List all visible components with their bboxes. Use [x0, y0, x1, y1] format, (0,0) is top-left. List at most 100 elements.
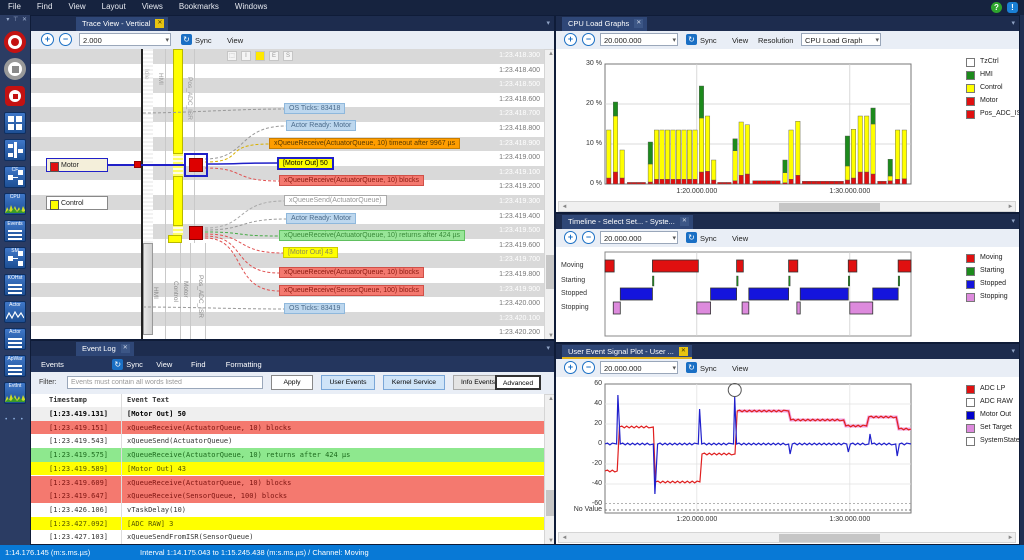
- trace-event-label[interactable]: xQueueReceive(ActuatorQueue, 10) returns…: [279, 230, 466, 241]
- menu-item-windows[interactable]: Windows: [234, 2, 268, 11]
- tab-event-log[interactable]: Event Log ✕: [76, 342, 134, 356]
- close-icon[interactable]: ✕: [21, 17, 28, 23]
- state-machine-button[interactable]: SM: [4, 247, 26, 269]
- scroll-thumb[interactable]: [779, 534, 880, 542]
- feedback-icon[interactable]: !: [1007, 2, 1018, 13]
- interval-combo[interactable]: 20.000.000 ▾: [600, 361, 678, 374]
- scroll-down-arrow[interactable]: ▼: [548, 333, 554, 339]
- event-intensity-button[interactable]: EvtInt: [4, 382, 26, 404]
- snapshot-button[interactable]: [4, 85, 26, 107]
- menu-item-view[interactable]: View: [68, 2, 86, 11]
- sync-toggle[interactable]: Sync: [700, 234, 717, 243]
- zoom-out-button[interactable]: −: [582, 231, 595, 244]
- close-icon[interactable]: ✕: [634, 19, 644, 28]
- trace-mini-icon[interactable]: S: [283, 51, 293, 61]
- tab-trace-view[interactable]: Trace View - Vertical ✕: [76, 17, 169, 31]
- close-icon[interactable]: ✕: [679, 217, 689, 226]
- event-log-menu-view[interactable]: View: [156, 360, 173, 369]
- apply-button[interactable]: Apply: [271, 375, 313, 390]
- zoom-in-button[interactable]: +: [564, 33, 577, 46]
- sync-icon[interactable]: ↻: [686, 34, 697, 45]
- close-icon[interactable]: ✕: [678, 347, 688, 356]
- menu-item-bookmarks[interactable]: Bookmarks: [178, 2, 219, 11]
- timeline-chart-area[interactable]: Moving Starting Stopped Stopping Moving Start…: [556, 247, 1019, 342]
- menu-item-find[interactable]: Find: [36, 2, 53, 11]
- scroll-thumb[interactable]: [546, 490, 554, 516]
- close-icon[interactable]: ✕: [155, 19, 165, 28]
- scroll-down-arrow[interactable]: ▼: [548, 538, 554, 544]
- trace-vscrollbar[interactable]: ▲ ▼: [544, 49, 554, 339]
- kernel-service-button[interactable]: Kernel Service: [383, 375, 445, 390]
- scroll-left-arrow[interactable]: ◄: [561, 535, 568, 541]
- sync-icon[interactable]: ↻: [686, 362, 697, 373]
- caption-menu-icon[interactable]: ▾: [6, 17, 11, 23]
- chevron-down-icon[interactable]: ▾: [1011, 348, 1015, 355]
- sync-toggle[interactable]: Sync: [195, 36, 212, 45]
- trace-mini-icon[interactable]: I: [241, 51, 251, 61]
- zoom-in-button[interactable]: +: [564, 361, 577, 374]
- sync-icon[interactable]: ↻: [181, 34, 192, 45]
- event-log-row[interactable]: [1:23.419.609] xQueueReceive(ActuatorQueu…: [31, 475, 544, 490]
- more-tools-button[interactable]: • • •: [4, 409, 26, 431]
- chevron-down-icon[interactable]: ▾: [546, 20, 550, 27]
- event-log-table[interactable]: Timestamp Event Text [1:23.419.131] [Motor …: [31, 394, 554, 544]
- actor-label-control[interactable]: Control: [46, 196, 108, 210]
- resolution-menu[interactable]: Resolution: [758, 36, 794, 45]
- event-log-row[interactable]: [1:23.419.589] [Motor Out] 43: [31, 461, 544, 476]
- column-header[interactable]: Event Text: [127, 396, 170, 404]
- close-icon[interactable]: ✕: [120, 344, 130, 353]
- event-log-menu-formatting[interactable]: Formatting: [225, 360, 262, 369]
- zoom-out-button[interactable]: −: [582, 33, 595, 46]
- trace-event-label[interactable]: xQueueSend(ActuatorQueue): [284, 195, 387, 206]
- column-divider[interactable]: [121, 394, 122, 544]
- event-log-menu-events[interactable]: Events: [41, 360, 64, 369]
- event-log-row[interactable]: [1:23.419.575] xQueueReceive(ActuatorQueu…: [31, 448, 544, 462]
- help-icon[interactable]: ?: [991, 2, 1002, 13]
- pin-icon[interactable]: ⊤: [13, 17, 20, 23]
- actor-preemption-button[interactable]: ApWar: [4, 355, 26, 377]
- event-log-row[interactable]: [1:23.426.106] vTaskDelay(10): [31, 502, 544, 517]
- trace-event-label[interactable]: [Motor Out] 43: [283, 247, 338, 258]
- cpu-load-tool-button[interactable]: CPU: [4, 193, 26, 215]
- event-log-row[interactable]: [1:23.427.092] [ADC RAW] 3: [31, 516, 544, 531]
- view-menu[interactable]: View: [732, 364, 749, 373]
- view-menu[interactable]: View: [227, 36, 244, 45]
- communication-flow-button[interactable]: CF: [4, 166, 26, 188]
- trace-event-label[interactable]: xQueueReceive(ActuatorQueue, 10) timeout…: [269, 138, 461, 149]
- menu-item-layout[interactable]: Layout: [101, 2, 126, 11]
- menu-item-views[interactable]: Views: [141, 2, 163, 11]
- trace-event-label[interactable]: [Motor Out] 50: [277, 157, 334, 170]
- event-marker-square[interactable]: [189, 158, 203, 172]
- scroll-up-arrow[interactable]: ▲: [548, 51, 554, 57]
- trace-event-label[interactable]: OS Ticks: 83419: [284, 303, 346, 314]
- trace-event-label[interactable]: OS Ticks: 83418: [284, 103, 346, 114]
- chevron-down-icon[interactable]: ▾: [1011, 20, 1015, 27]
- sync-toggle[interactable]: Sync: [700, 36, 717, 45]
- signal-chart-area[interactable]: 60 40 20 0 -20 -40 -60 No Value 1:20.000.000 1:30…: [556, 377, 1019, 544]
- event-marker-square[interactable]: [189, 226, 203, 240]
- scroll-left-arrow[interactable]: ◄: [561, 204, 568, 210]
- zoom-level-combo[interactable]: 2.000 ▾: [79, 33, 171, 46]
- filter-input[interactable]: [67, 376, 263, 389]
- zoom-out-button[interactable]: −: [59, 33, 72, 46]
- tab-cpu-load-graphs[interactable]: CPU Load Graphs ✕: [562, 17, 648, 31]
- zoom-in-button[interactable]: +: [564, 231, 577, 244]
- scroll-right-arrow[interactable]: ►: [1007, 204, 1014, 210]
- scroll-up-arrow[interactable]: ▲: [548, 396, 554, 402]
- view-menu[interactable]: View: [732, 36, 749, 45]
- actor-instance-graph-button[interactable]: Actor: [4, 301, 26, 323]
- sync-icon[interactable]: ↻: [112, 358, 124, 370]
- event-log-menu-sync[interactable]: Sync: [126, 360, 143, 369]
- kernel-object-history-button[interactable]: KOHst: [4, 274, 26, 296]
- scroll-thumb[interactable]: [779, 203, 880, 211]
- trace-mini-icon[interactable]: ⬚: [227, 51, 237, 61]
- chevron-down-icon[interactable]: ▾: [1011, 218, 1015, 225]
- actor-label-motor[interactable]: Motor: [46, 158, 108, 172]
- trace-event-label[interactable]: xQueueReceive(ActuatorQueue, 10) blocks: [279, 175, 425, 186]
- chevron-down-icon[interactable]: ▾: [546, 345, 550, 352]
- advanced-button[interactable]: Advanced: [495, 375, 541, 390]
- record-button[interactable]: [4, 31, 26, 53]
- tab-signal-plot[interactable]: User Event Signal Plot - User ... ✕: [562, 345, 692, 359]
- trace-mini-icon[interactable]: [255, 51, 265, 61]
- event-log-row[interactable]: [1:23.427.103] xQueueSendFromISR(SensorQu…: [31, 530, 544, 544]
